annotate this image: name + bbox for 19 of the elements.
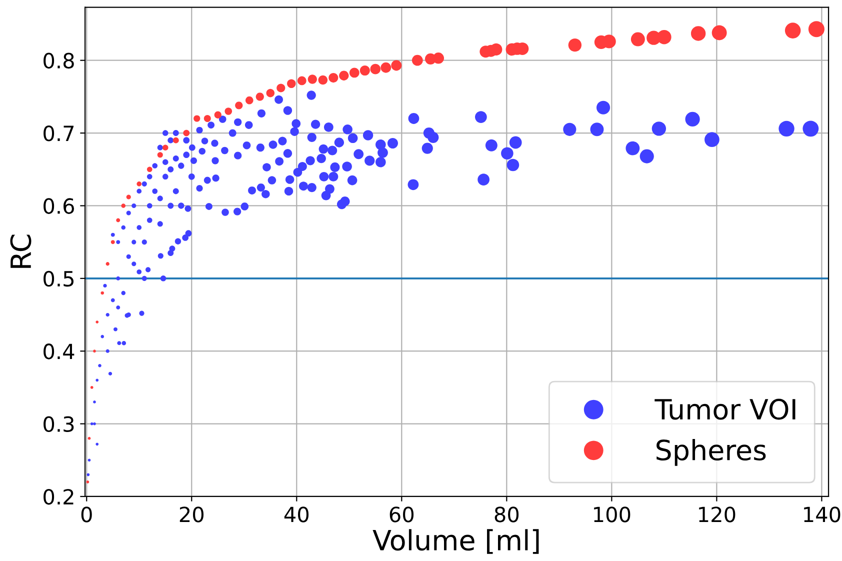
x-tick-label: 20 xyxy=(180,506,204,522)
y-tick-label: 0.8 xyxy=(44,52,74,69)
x-tick-label: 80 xyxy=(494,506,519,522)
x-tick-label: 40 xyxy=(284,506,309,522)
legend-label: Tumor VOI xyxy=(654,398,796,420)
x-tick-label: 140 xyxy=(804,506,840,522)
x-axis-title: Volume [ml] xyxy=(372,529,539,554)
y-tick-label: 0.2 xyxy=(44,488,74,505)
x-tick-label: 60 xyxy=(390,506,414,522)
y-tick-label: 0.6 xyxy=(44,198,74,214)
x-tick-label: 120 xyxy=(699,506,736,522)
y-tick-label: 0.4 xyxy=(44,344,74,360)
y-tick-label: 0.7 xyxy=(44,125,74,142)
x-tick-label: 0 xyxy=(81,506,92,522)
y-tick-label: 0.5 xyxy=(44,270,74,287)
y-tick-label: 0.3 xyxy=(44,416,74,432)
y-axis-title: RC xyxy=(10,234,32,268)
legend-label: Spheres xyxy=(656,439,766,466)
x-tick-label: 100 xyxy=(594,506,630,522)
